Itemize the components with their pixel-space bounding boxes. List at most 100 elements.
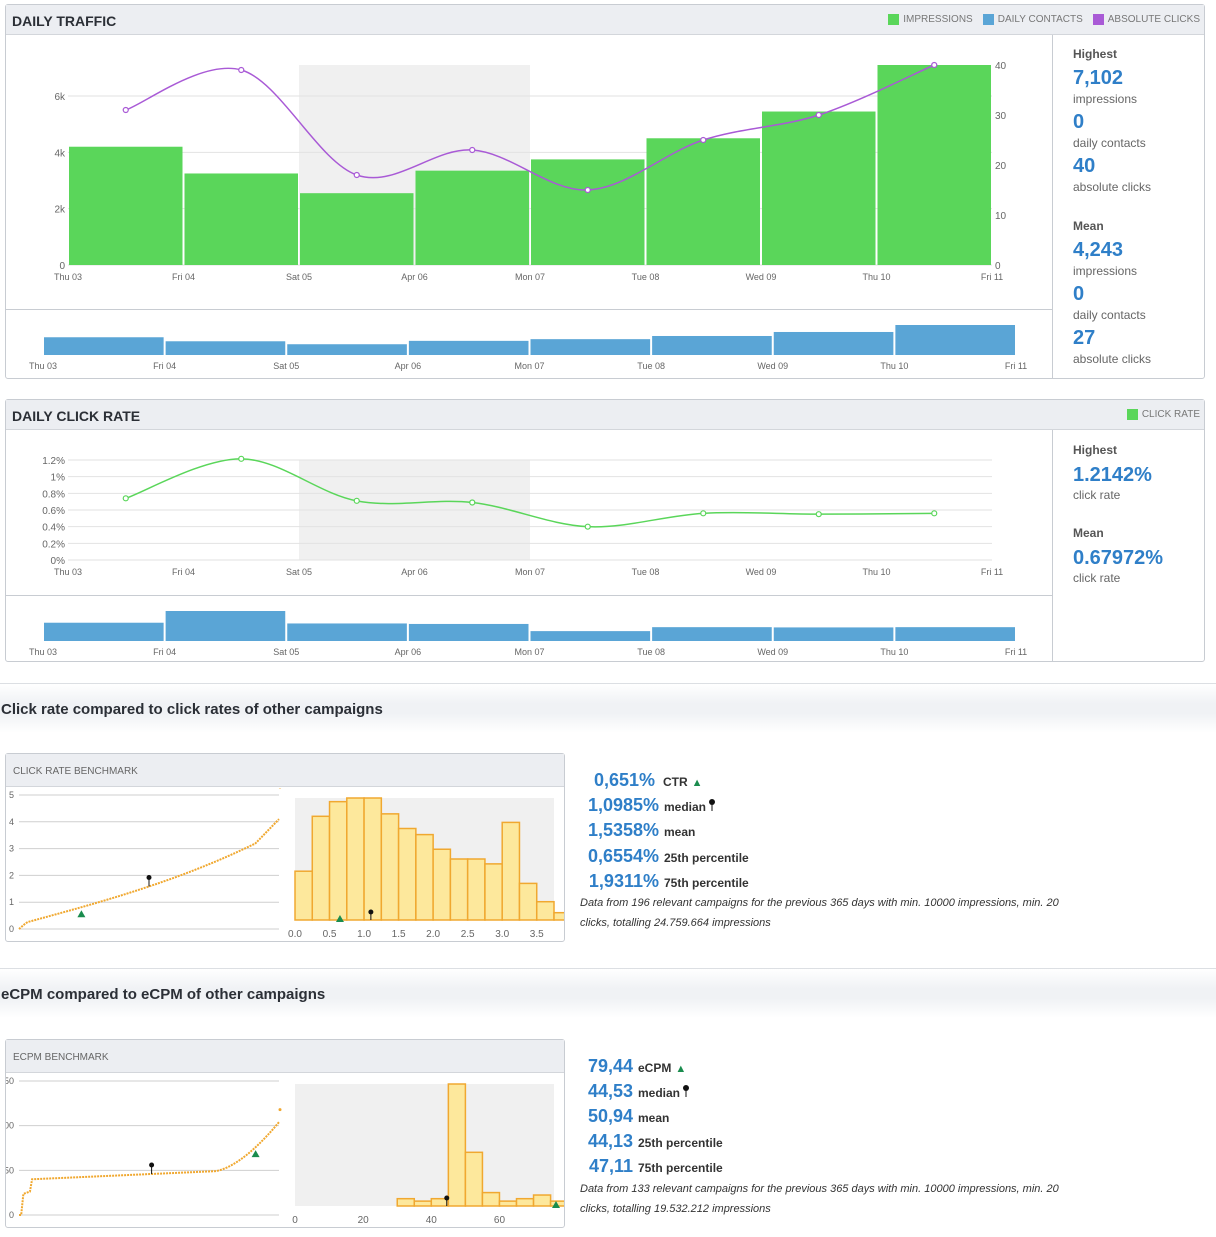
swatch bbox=[1126, 409, 1138, 420]
median-value: 1,0985% bbox=[587, 795, 659, 815]
y2-tick-label: 40 bbox=[995, 61, 1007, 72]
navigator-tick-label: Fri 11 bbox=[1005, 361, 1027, 371]
click-rate-line bbox=[125, 458, 935, 528]
navigator-bar bbox=[652, 335, 772, 355]
panel-title: ECPM BENCHMARK bbox=[13, 1052, 109, 1063]
click-rate-benchmark-panel: CLICK RATE BENCHMARK 0 1 2 3 4 5 0.0 0.5 1.0 1.5 2… bbox=[5, 753, 565, 942]
x-tick-label: Fri 11 bbox=[981, 272, 1003, 282]
ctr-value: 0,651% bbox=[593, 770, 655, 790]
navigator-bar bbox=[773, 627, 894, 641]
navigator-bar bbox=[44, 337, 164, 355]
y-tick-label: 0 bbox=[9, 1210, 14, 1220]
mean-clicks-value: 27 bbox=[1073, 327, 1096, 349]
ecpm-benchmark-panel: ECPM BENCHMARK 0 50 100 150 0 20 40 60 bbox=[5, 1039, 565, 1228]
pin-icon bbox=[709, 799, 716, 811]
legend: IMPRESSIONS DAILY CONTACTS ABSOLUTE CLIC… bbox=[888, 14, 1200, 25]
ecpm-data-note: Data from 133 relevant campaigns for the… bbox=[580, 1183, 1059, 1215]
panel-title: CLICK RATE BENCHMARK bbox=[13, 766, 138, 777]
click-rate-point bbox=[353, 497, 360, 504]
mean-heading: Mean bbox=[1073, 219, 1104, 233]
histogram-bar bbox=[481, 1191, 501, 1207]
legend-label: ABSOLUTE CLICKS bbox=[1107, 14, 1200, 25]
traffic-chart[interactable]: 0 2k 4k 6k 0 10 20 30 40 Thu 03 Fri 04 Sat 05 Apr 06… bbox=[6, 35, 1052, 313]
click-rate-chart[interactable]: 0% 0.2% 0.4% 0.6% 0.8% 1% 1.2% Thu 03 Fri 04 Sat … bbox=[6, 430, 1052, 596]
highest-clicks-label: absolute clicks bbox=[1073, 180, 1152, 194]
navigator-bar bbox=[408, 623, 529, 641]
mean-label: mean bbox=[664, 825, 696, 839]
p25-stat-row: 44,13 25th percentile bbox=[580, 1131, 723, 1152]
x-tick-label: 3.5 bbox=[530, 929, 544, 940]
click-rate-navigator[interactable]: Thu 03 Fri 04 Sat 05 Apr 06 Mon 07 Tue 08 Wed … bbox=[6, 596, 1052, 660]
y-tick-label: 2k bbox=[54, 205, 66, 216]
mean-contacts-value: 0 bbox=[1073, 283, 1085, 305]
histogram-bar bbox=[396, 1197, 416, 1207]
x-tick-label: Mon 07 bbox=[515, 567, 545, 577]
impressions-bar bbox=[300, 193, 414, 265]
impressions-bar bbox=[184, 173, 298, 265]
legend-item-click-rate[interactable]: CLICK RATE bbox=[1126, 409, 1200, 420]
triangle-up-icon: ▲ bbox=[675, 1063, 687, 1075]
legend-item-impressions[interactable]: IMPRESSIONS bbox=[888, 14, 973, 25]
campaign-triangle-marker bbox=[552, 1201, 560, 1208]
click-rate-stats: Highest 1.2142% click rate Mean 0.67972%… bbox=[1052, 430, 1204, 661]
navigator-bar bbox=[652, 627, 772, 641]
y2-tick-label: 30 bbox=[995, 111, 1007, 122]
highest-heading: Highest bbox=[1073, 443, 1118, 457]
ctr-section-header: Click rate compared to click rates of ot… bbox=[0, 683, 1216, 733]
legend-label: IMPRESSIONS bbox=[903, 14, 973, 25]
histogram-bar bbox=[311, 815, 331, 921]
impressions-bar bbox=[415, 170, 529, 265]
clicks-point bbox=[815, 111, 822, 119]
highest-click-rate-value: 1.2142% bbox=[1073, 464, 1152, 486]
y-tick-label: 100 bbox=[6, 1121, 14, 1131]
daily-traffic-panel: DAILY TRAFFIC IMPRESSIONS DAILY CONTACTS… bbox=[5, 4, 1205, 379]
navigator-bar bbox=[530, 339, 651, 355]
histogram-bar bbox=[466, 858, 486, 921]
x-tick-label: Sat 05 bbox=[286, 567, 312, 577]
x-tick-label: Sat 05 bbox=[286, 272, 312, 282]
p25-value: 0,6554% bbox=[587, 846, 659, 866]
section-title: Click rate compared to click rates of ot… bbox=[1, 701, 383, 718]
legend-item-absolute-clicks[interactable]: ABSOLUTE CLICKS bbox=[1092, 14, 1200, 25]
navigator-tick-label: Mon 07 bbox=[514, 647, 544, 657]
click-rate-point bbox=[238, 455, 245, 462]
ctr-label: CTR bbox=[663, 775, 688, 789]
p75-value: 1,9311% bbox=[588, 871, 659, 891]
distribution-curve bbox=[18, 818, 280, 930]
highest-impressions-label: impressions bbox=[1073, 92, 1138, 106]
swatch bbox=[888, 14, 900, 25]
median-stat-row: 44,53 median bbox=[580, 1081, 690, 1102]
divider bbox=[6, 309, 1053, 310]
click-rate-point bbox=[700, 510, 707, 517]
p25-label: 25th percentile bbox=[638, 1136, 723, 1150]
ecpm-section-header: eCPM compared to eCPM of other campaigns bbox=[0, 968, 1216, 1018]
mean-value: 1,5358% bbox=[587, 820, 659, 840]
mean-contacts-label: daily contacts bbox=[1073, 308, 1146, 322]
swatch bbox=[1092, 14, 1104, 25]
histogram-background bbox=[295, 1084, 554, 1206]
x-tick-label: 0.5 bbox=[323, 929, 337, 940]
navigator-tick-label: Thu 03 bbox=[29, 647, 57, 657]
y-tick-label: 50 bbox=[6, 1165, 14, 1175]
impressions-bar bbox=[877, 65, 991, 265]
highest-contacts-value: 0 bbox=[1073, 111, 1085, 133]
legend-label: CLICK RATE bbox=[1141, 409, 1200, 420]
traffic-navigator[interactable]: Thu 03 Fri 04 Sat 05 Apr 06 Mon 07 Tue 08 Wed … bbox=[6, 310, 1052, 376]
p25-label: 25th percentile bbox=[664, 851, 749, 865]
highest-clicks-value: 40 bbox=[1073, 155, 1096, 177]
navigator-bar bbox=[408, 340, 529, 355]
navigator-tick-label: Thu 03 bbox=[29, 361, 57, 371]
p75-value: 47,11 bbox=[588, 1156, 633, 1176]
x-tick-label: Apr 06 bbox=[401, 567, 428, 577]
y-tick-label: 6k bbox=[54, 92, 66, 103]
histogram-bar bbox=[498, 1200, 518, 1207]
x-tick-label: 0.0 bbox=[288, 929, 302, 940]
divider bbox=[6, 595, 1053, 596]
x-tick-label: Thu 10 bbox=[862, 272, 890, 282]
legend: CLICK RATE bbox=[1126, 409, 1200, 420]
legend-item-daily-contacts[interactable]: DAILY CONTACTS bbox=[982, 14, 1083, 25]
histogram-bar bbox=[484, 863, 503, 921]
y2-tick-label: 20 bbox=[995, 161, 1007, 172]
campaign-triangle-marker bbox=[335, 915, 344, 922]
ctr-stat-row: 0,651% CTR ▲ bbox=[580, 770, 703, 791]
